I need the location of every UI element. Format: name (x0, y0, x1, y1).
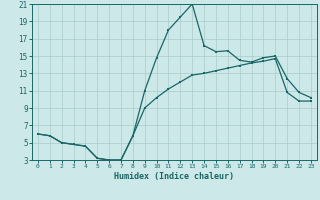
X-axis label: Humidex (Indice chaleur): Humidex (Indice chaleur) (115, 172, 234, 181)
